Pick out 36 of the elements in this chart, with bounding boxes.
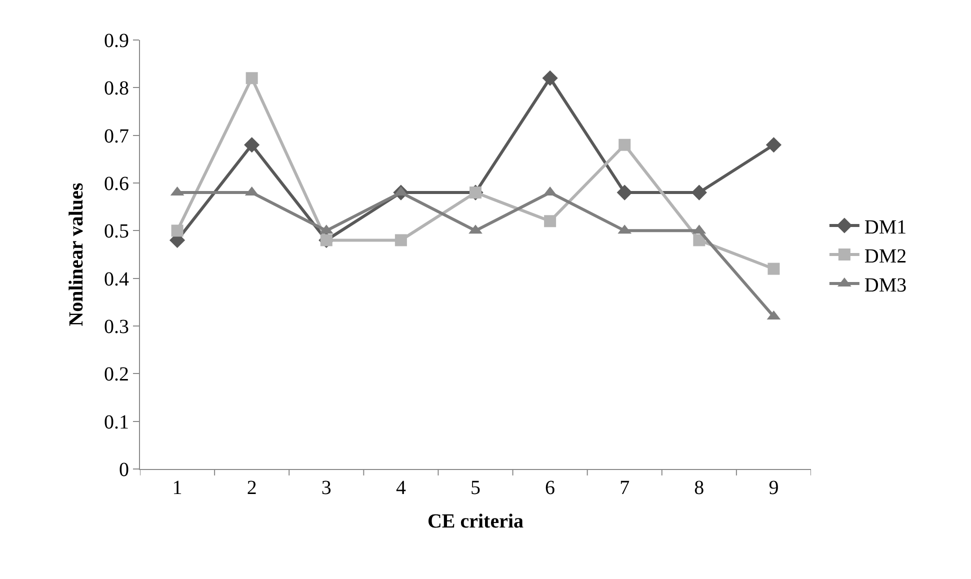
y-tick-label: 0.2 [104,364,129,386]
y-tick-label: 0.1 [104,411,129,434]
x-tick-label: 2 [246,477,257,499]
x-axis-title: CE criteria [427,510,524,532]
x-tick-label: 9 [768,477,779,499]
point [542,70,558,86]
y-axis-title: Nonlinear values [66,182,88,326]
y-tick-label: 0.8 [104,78,129,100]
y-tick-label: 0.7 [104,125,129,148]
legend-label: DM3 [864,274,907,296]
x-tick-label: 5 [470,477,480,499]
y-tick-label: 0.9 [104,30,129,52]
point [768,262,780,275]
x-tick-label: 3 [321,477,332,499]
x-tick-label: 4 [396,477,406,499]
point [246,72,258,84]
y-tick-label: 0.6 [104,173,129,195]
point [244,137,260,153]
x-tick-label: 7 [620,477,630,499]
point [618,138,631,151]
point [616,184,632,200]
x-tick-label: 6 [545,477,556,499]
x-tick-label: 1 [172,477,182,499]
point [693,234,706,246]
x-tick-label: 8 [694,477,704,499]
legend-label: DM2 [864,245,907,268]
y-tick-label: 0 [119,459,129,481]
legend-label: DM1 [864,216,907,238]
y-tick-label: 0.3 [104,316,129,338]
point [394,234,407,246]
point [766,137,782,153]
y-tick-label: 0.4 [104,268,129,290]
point [691,184,707,200]
point [544,215,556,228]
y-tick-label: 0.5 [104,220,129,243]
point [171,224,184,237]
